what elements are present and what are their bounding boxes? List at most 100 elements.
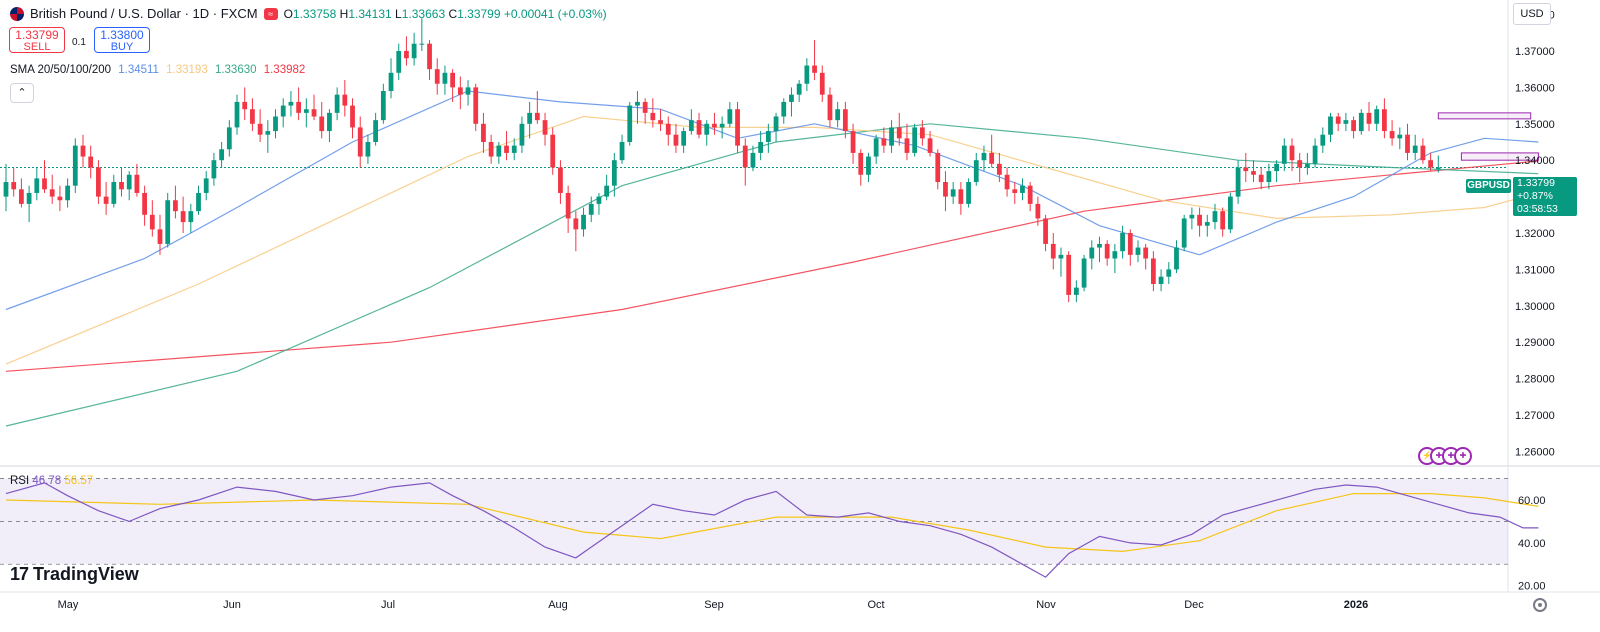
- time-tick-label: Sep: [704, 599, 724, 611]
- candle-down: [488, 141, 494, 157]
- candle-up: [303, 109, 309, 113]
- candle-down: [319, 116, 325, 132]
- candle-down: [896, 127, 902, 139]
- events-icons[interactable]: ⚡ ✚ ✚ ✚: [1418, 447, 1472, 465]
- sma-legend[interactable]: SMA 20/50/100/200 1.34511 1.33193 1.3363…: [10, 64, 309, 76]
- candle-down: [943, 182, 948, 197]
- candle-down: [658, 120, 663, 124]
- candle-up: [981, 152, 987, 161]
- candle-down: [735, 109, 740, 146]
- candle-up: [804, 65, 810, 84]
- collapse-legend-button[interactable]: ⌃: [10, 83, 34, 103]
- candle-down: [1382, 109, 1387, 132]
- time-tick-label: Jun: [223, 599, 241, 611]
- candle-up: [966, 182, 971, 204]
- flag-event-icon[interactable]: ✚: [1454, 447, 1472, 465]
- candle-up: [1120, 233, 1125, 252]
- candle-down: [242, 101, 248, 110]
- sell-label: SELL: [23, 41, 51, 53]
- candle-down: [311, 109, 317, 117]
- candle-down: [19, 189, 24, 204]
- candle-up: [912, 127, 918, 153]
- time-tick-label: Oct: [867, 599, 884, 611]
- candle-up: [1204, 222, 1210, 226]
- candle-up: [126, 174, 132, 190]
- price-tick-label: 1.36000: [1515, 82, 1555, 94]
- last-price-symbol: GBPUSD: [1466, 179, 1511, 193]
- logo-text: TradingView: [33, 564, 139, 584]
- candle-up: [465, 87, 471, 95]
- sma20-line: [5, 90, 1539, 311]
- candle-up: [380, 91, 386, 121]
- price-tick-label: 1.27000: [1515, 410, 1555, 422]
- candle-down: [481, 123, 486, 142]
- candle-up: [1397, 134, 1403, 139]
- bar-countdown: 03:58:53: [1517, 203, 1558, 215]
- candle-down: [1127, 233, 1133, 255]
- candle-up: [688, 120, 694, 132]
- candle-up: [596, 196, 602, 204]
- candle-up: [1081, 258, 1087, 288]
- candle-down: [827, 94, 833, 121]
- candle-down: [103, 196, 109, 204]
- candle-down: [42, 178, 47, 190]
- sell-price: 1.33799: [15, 28, 59, 42]
- candle-down: [996, 163, 1002, 175]
- candle-up: [581, 214, 586, 230]
- tradingview-logo[interactable]: 17 TradingView: [10, 564, 139, 585]
- range-box: [1460, 152, 1539, 161]
- settings-icon[interactable]: [1533, 598, 1547, 612]
- buy-button[interactable]: 1.33800 BUY: [94, 27, 150, 53]
- price-tick-label: 1.37000: [1515, 46, 1555, 58]
- spread-value: 0.1: [72, 37, 86, 48]
- rsi-tick-label: 40.00: [1518, 538, 1546, 550]
- candle-up: [1212, 211, 1218, 223]
- candle-up: [511, 145, 517, 153]
- candle-down: [919, 127, 925, 139]
- candle-up: [604, 185, 610, 197]
- candle-up: [226, 127, 232, 150]
- candle-up: [72, 145, 78, 186]
- candle-down: [904, 138, 910, 153]
- candle-down: [1066, 254, 1072, 295]
- sma100-line: [5, 123, 1539, 427]
- sell-button[interactable]: 1.33799 SELL: [9, 27, 65, 53]
- chart-header: British Pound / U.S. Dollar · 1D · FXCM …: [10, 6, 607, 21]
- buy-label: BUY: [110, 41, 134, 53]
- sma50-line: [5, 115, 1539, 365]
- candle-up: [1166, 269, 1172, 277]
- candle-down: [1050, 243, 1056, 259]
- candle-down: [1420, 145, 1426, 161]
- candle-down: [565, 192, 571, 219]
- price-tick-label: 1.32000: [1515, 228, 1555, 240]
- sma200-value: 1.33982: [263, 64, 306, 76]
- candle-down: [1389, 131, 1395, 139]
- candle-up: [1328, 116, 1333, 135]
- candle-up: [773, 116, 779, 132]
- candle-up: [1174, 247, 1179, 270]
- time-tick-label: Jul: [381, 599, 395, 611]
- candle-up: [627, 105, 633, 142]
- currency-selector[interactable]: USD: [1513, 3, 1551, 25]
- candle-down: [296, 101, 302, 113]
- candle-down: [473, 87, 479, 124]
- rsi-legend[interactable]: RSI 46.78 56.57: [10, 475, 93, 487]
- candle-down: [558, 167, 563, 193]
- rsi-ma-line: [5, 493, 1539, 553]
- candle-down: [665, 123, 671, 135]
- symbol-title[interactable]: British Pound / U.S. Dollar · 1D · FXCM: [30, 6, 258, 21]
- sma20-value: 1.34511: [118, 64, 159, 76]
- candle-up: [280, 105, 286, 117]
- candle-down: [250, 109, 255, 124]
- candle-down: [450, 72, 456, 88]
- candle-up: [111, 182, 117, 204]
- range-box: [1437, 112, 1532, 120]
- time-tick-label: May: [58, 599, 79, 611]
- candle-up: [373, 120, 379, 142]
- candle-up: [211, 160, 217, 179]
- price-tick-label: 1.26000: [1515, 446, 1555, 458]
- candle-down: [1258, 174, 1264, 183]
- candle-down: [573, 218, 579, 230]
- candle-up: [727, 109, 733, 124]
